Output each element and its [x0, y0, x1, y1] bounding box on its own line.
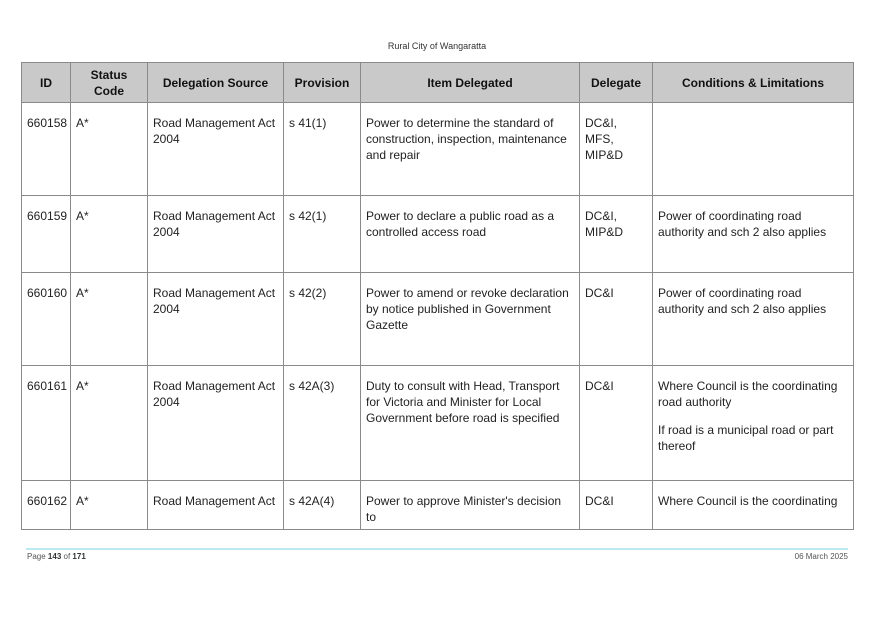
cell-delegate: DC&I	[579, 365, 653, 481]
cell-delegate: DC&I	[579, 272, 653, 366]
cell-delegate: DC&I, MFS, MIP&D	[579, 102, 653, 196]
column-header-id: ID	[21, 62, 71, 103]
table-row: 660160 A* Road Management Act 2004 s 42(…	[21, 272, 854, 366]
cell-status-code: A*	[70, 272, 148, 366]
cell-item-delegated: Power to declare a public road as a cont…	[360, 195, 580, 273]
cell-id: 660159	[21, 195, 71, 273]
page-prefix: Page	[27, 552, 46, 561]
cell-item-delegated: Duty to consult with Head, Transport for…	[360, 365, 580, 481]
cell-delegation-source: Road Management Act 2004	[147, 102, 284, 196]
cell-delegation-source: Road Management Act 2004	[147, 272, 284, 366]
cell-item-delegated: Power to determine the standard of const…	[360, 102, 580, 196]
table-header-row: ID Status Code Delegation Source Provisi…	[21, 62, 854, 103]
page-total: 171	[72, 552, 86, 561]
cell-status-code: A*	[70, 480, 148, 530]
cell-status-code: A*	[70, 102, 148, 196]
condition-text: Power of coordinating road authority and…	[658, 286, 827, 316]
cell-delegate: DC&I	[579, 480, 653, 530]
cell-delegation-source: Road Management Act 2004	[147, 195, 284, 273]
cell-id: 660160	[21, 272, 71, 366]
column-header-delegation-source: Delegation Source	[147, 62, 284, 103]
cell-conditions: Power of coordinating road authority and…	[652, 272, 854, 366]
column-header-conditions-limitations: Conditions & Limitations	[652, 62, 854, 103]
condition-text: Where Council is the coordinating road a…	[658, 379, 838, 409]
cell-status-code: A*	[70, 365, 148, 481]
cell-provision: s 42(2)	[283, 272, 361, 366]
column-header-delegate: Delegate	[579, 62, 653, 103]
cell-delegation-source: Road Management Act 2004	[147, 365, 284, 481]
cell-provision: s 42A(3)	[283, 365, 361, 481]
cell-conditions: Where Council is the coordinating	[652, 480, 854, 530]
column-header-status-code: Status Code	[70, 62, 148, 103]
delegations-table: ID Status Code Delegation Source Provisi…	[21, 62, 854, 530]
cell-item-delegated: Power to amend or revoke declaration by …	[360, 272, 580, 366]
condition-text-secondary: If road is a municipal road or part ther…	[658, 423, 834, 453]
table-row: 660158 A* Road Management Act 2004 s 41(…	[21, 102, 854, 196]
cell-provision: s 41(1)	[283, 102, 361, 196]
condition-text: Where Council is the coordinating	[658, 494, 838, 508]
page-current: 143	[47, 552, 62, 561]
page-number: Page 143 of 171	[27, 552, 86, 561]
page-of: of	[63, 552, 71, 561]
table-row: 660161 A* Road Management Act 2004 s 42A…	[21, 365, 854, 481]
cell-item-delegated: Power to approve Minister's decision to	[360, 480, 580, 530]
column-header-item-delegated: Item Delegated	[360, 62, 580, 103]
table-row: 660159 A* Road Management Act 2004 s 42(…	[21, 195, 854, 273]
cell-conditions	[652, 102, 854, 196]
document-header-title: Rural City of Wangaratta	[387, 41, 487, 51]
cell-id: 660162	[21, 480, 71, 530]
cell-id: 660161	[21, 365, 71, 481]
cell-id: 660158	[21, 102, 71, 196]
cell-conditions: Where Council is the coordinating road a…	[652, 365, 854, 481]
footer-divider	[26, 548, 848, 550]
column-header-provision: Provision	[283, 62, 361, 103]
condition-text: Power of coordinating road authority and…	[658, 209, 827, 239]
table-row: 660162 A* Road Management Act s 42A(4) P…	[21, 480, 854, 530]
cell-delegate: DC&I, MIP&D	[579, 195, 653, 273]
cell-delegation-source: Road Management Act	[147, 480, 284, 530]
footer-date: 06 March 2025	[794, 552, 848, 561]
cell-provision: s 42A(4)	[283, 480, 361, 530]
cell-provision: s 42(1)	[283, 195, 361, 273]
cell-status-code: A*	[70, 195, 148, 273]
cell-conditions: Power of coordinating road authority and…	[652, 195, 854, 273]
